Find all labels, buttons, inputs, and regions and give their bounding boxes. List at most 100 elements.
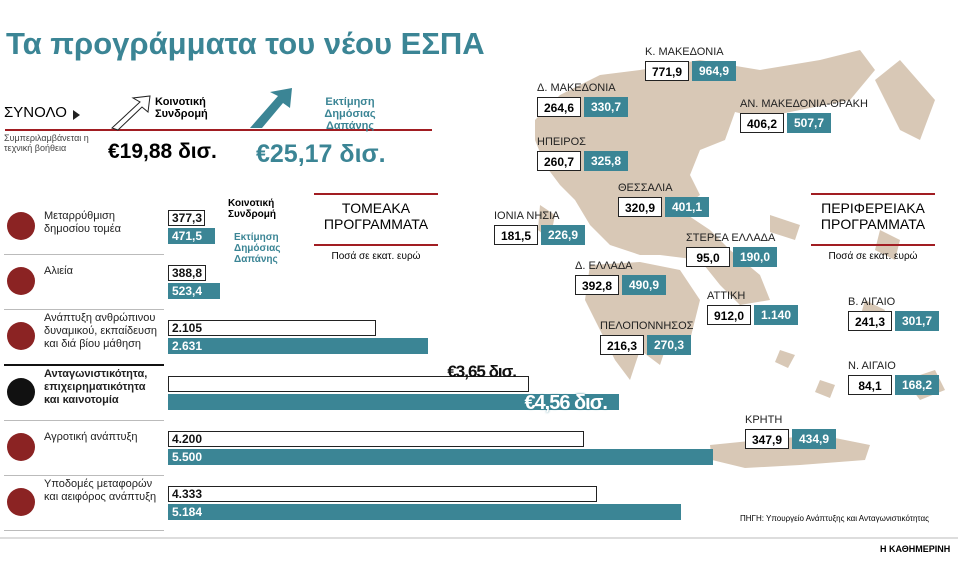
section-subtitle: Ποσά σε εκατ. ευρώ [331,251,421,262]
region-name: Δ. ΜΑΚΕΔΟΝΙΑ [537,82,616,94]
region-value: 241,3 [848,311,892,331]
region-name: ΗΠΕΙΡΟΣ [537,136,586,148]
region-value: 347,9 [745,429,789,449]
region-name: ΠΕΛΟΠΟΝΝΗΣΟΣ [600,320,694,332]
region-value: 260,7 [537,151,581,171]
legend-label: Εκτίμηση Δημόσιας Δαπάνης [324,96,376,132]
category-icon [7,488,35,516]
row-separator [4,530,164,531]
arrow-icon [73,110,80,120]
region-value: 490,9 [622,275,666,295]
category-label: Ανταγωνιστικότητα, επιχειρηματικότητα κα… [44,368,148,406]
category-label: Μεταρρύθμιση δημοσίου τομέα [44,210,122,235]
region-value: 226,9 [541,225,585,245]
region-value: 216,3 [600,335,644,355]
value-label: 5.500 [172,450,203,464]
section-subtitle: Ποσά σε εκατ. ευρώ [828,251,918,262]
region-value: 190,0 [733,247,777,267]
total-value: €25,17 δισ. [256,140,386,168]
region-value: 964,9 [692,61,736,81]
arrow-icon [111,95,151,131]
category-label: Υποδομές μεταφορών και αειφόρος ανάπτυξη [44,478,157,503]
value-label: 523,4 [172,284,203,298]
region-value: 434,9 [792,429,836,449]
region-value: 301,7 [895,311,939,331]
section-title: ΤΟΜΕΑΚΑ ΠΡΟΓΡΑΜΜΑΤΑ [323,200,429,232]
region-value: 320,9 [618,197,662,217]
value-label: €4,56 δισ. [524,392,608,414]
row-separator [4,420,164,421]
legend-label: Εκτίμηση Δημόσιας Δαπάνης [234,232,281,265]
bar [168,431,584,447]
row-separator [4,364,164,366]
category-icon [7,212,35,240]
bar [168,228,215,244]
row-separator [4,309,164,310]
region-value: 330,7 [584,97,628,117]
value-label: 5.184 [172,505,203,519]
category-icon [7,433,35,461]
region-name: ΘΕΣΣΑΛΙΑ [618,182,673,194]
row-separator [4,475,164,476]
value-label: 471,5 [172,229,203,243]
region-value: 1.140 [754,305,798,325]
total-note: Συμπεριλαμβάνεται η τεχνική βοήθεια [4,133,89,153]
publisher: Η ΚΑΘΗΜΕΡΙΝΗ [880,544,951,554]
region-name: Κ. ΜΑΚΕΔΟΝΙΑ [645,46,724,58]
bar [168,283,220,299]
region-name: ΑΝ. ΜΑΚΕΔΟΝΙΑ-ΘΡΑΚΗ [740,98,868,110]
region-value: 84,1 [848,375,892,395]
region-value: 181,5 [494,225,538,245]
value-label: 2.631 [172,339,203,353]
row-separator [4,254,164,255]
category-label: Αγροτική ανάπτυξη [44,431,138,443]
category-label: Ανάπτυξη ανθρώπινου δυναμικού, εκπαίδευσ… [44,312,157,350]
region-name: ΚΡΗΤΗ [745,414,783,426]
legend-label: Κοινοτική Συνδρομή [228,198,276,220]
region-value: 264,6 [537,97,581,117]
bar [168,376,530,392]
region-value: 912,0 [707,305,751,325]
value-label: 4.333 [172,487,203,501]
bar [168,265,207,281]
bar [168,394,620,410]
category-icon [7,267,35,295]
region-value: 771,9 [645,61,689,81]
value-label: 2.105 [172,321,203,335]
region-value: 95,0 [686,247,730,267]
arrow-icon [250,88,292,128]
total-value: €19,88 δισ. [108,140,217,163]
bar [168,210,206,226]
region-name: ΣΤΕΡΕΑ ΕΛΛΑΔΑ [686,232,776,244]
region-name: Ν. ΑΙΓΑΙΟ [848,360,896,372]
bar [168,449,713,465]
region-value: 406,2 [740,113,784,133]
bar [168,486,597,502]
category-label: Αλιεία [44,265,73,277]
region-value: 168,2 [895,375,939,395]
region-name: Δ. ΕΛΛΑΔΑ [575,260,633,272]
region-value: 507,7 [787,113,831,133]
region-name: ΙΟΝΙΑ ΝΗΣΙΑ [494,210,560,222]
region-value: 325,8 [584,151,628,171]
value-label: €3,65 δισ. [447,362,517,381]
region-value: 270,3 [647,335,691,355]
region-name: ΑΤΤΙΚΗ [707,290,746,302]
value-label: 388,8 [172,266,203,280]
region-value: 401,1 [665,197,709,217]
value-label: 377,3 [172,211,203,225]
legend-label: Κοινοτική Συνδρομή [155,96,208,120]
bar [168,338,429,354]
bar [168,320,377,336]
section-title: ΠΕΡΙΦΕΡΕΙΑΚΑ ΠΡΟΓΡΑΜΜΑΤΑ [820,200,926,232]
category-icon [7,322,35,350]
title: Τα προγράμματα του νέου ΕΣΠΑ [6,26,485,61]
value-label: 4.200 [172,432,203,446]
bar [168,504,682,520]
category-icon [7,378,35,406]
region-name: Β. ΑΙΓΑΙΟ [848,296,896,308]
region-value: 392,8 [575,275,619,295]
total-label: ΣΥΝΟΛΟ [4,104,67,121]
source: ΠΗΓΗ: Υπουργείο Ανάπτυξης και Ανταγωνιστ… [740,514,929,523]
